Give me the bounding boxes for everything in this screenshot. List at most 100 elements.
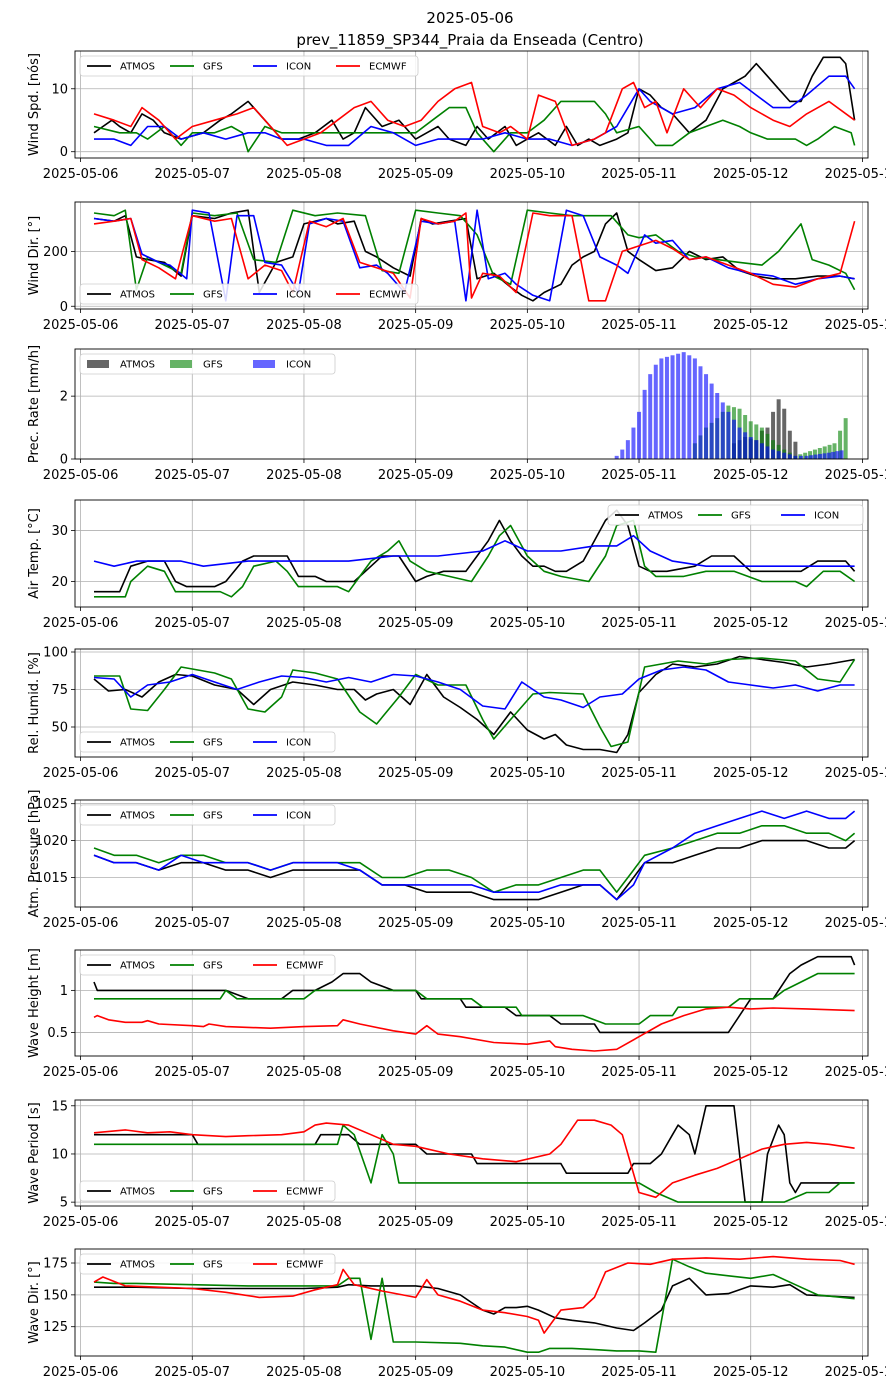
legend-box xyxy=(79,1180,336,1202)
bar-icon xyxy=(793,455,798,459)
x-tick-label: 2025-05-10 xyxy=(490,616,566,631)
bar-icon xyxy=(743,432,748,459)
y-tick-label: 0 xyxy=(60,300,68,315)
bar-icon xyxy=(771,449,776,459)
bar-atmos xyxy=(787,430,792,459)
legend: ATMOS GFS ICON xyxy=(607,504,864,526)
y-axis-label: Wave Period [s] xyxy=(27,1102,42,1203)
x-tick-label: 2025-05-09 xyxy=(378,167,454,182)
bar-icon xyxy=(831,451,836,459)
series-line-gfs xyxy=(93,1258,855,1353)
y-tick-label: 5 xyxy=(60,1196,68,1211)
legend: ATMOS GFS ICON xyxy=(79,731,336,753)
legend-label-gfs: GFS xyxy=(203,811,223,822)
y-axis-label: Wave Dir. [°] xyxy=(27,1261,42,1344)
legend-label-ecmwf: ECMWF xyxy=(369,62,407,73)
panel-8: 2025-05-06 2025-05-07 2025-05-08 2025-05-09… xyxy=(27,1099,886,1230)
x-tick-label: 2025-05-07 xyxy=(154,167,230,182)
legend: ATMOS GFS ICON ECMWF xyxy=(79,55,419,77)
x-tick-label: 2025-05-11 xyxy=(601,1215,677,1230)
legend-label-gfs: GFS xyxy=(203,1187,223,1198)
legend: ATMOS GFS ECMWF xyxy=(79,1253,336,1275)
x-tick-label: 2025-05-13 xyxy=(825,766,886,781)
legend-label-atmos: ATMOS xyxy=(120,961,155,972)
bar-gfs xyxy=(812,449,817,459)
bar-icon xyxy=(692,358,697,459)
y-tick-label: 15 xyxy=(51,1099,68,1114)
x-tick-label: 2025-05-10 xyxy=(490,468,566,483)
bar-icon xyxy=(709,383,714,459)
x-tick-label: 2025-05-13 xyxy=(825,1215,886,1230)
legend-label-icon: ICON xyxy=(286,290,311,301)
x-tick-label: 2025-05-06 xyxy=(43,766,119,781)
series-line-atmos xyxy=(93,209,855,302)
y-tick-label: 100 xyxy=(43,646,68,661)
y-tick-label: 2 xyxy=(60,390,68,405)
legend-label-atmos: ATMOS xyxy=(120,1260,155,1271)
x-tick-label: 2025-05-11 xyxy=(601,1065,677,1080)
x-tick-label: 2025-05-08 xyxy=(266,468,342,483)
bar-icon xyxy=(813,454,818,459)
legend-label-ecmwf: ECMWF xyxy=(369,290,407,301)
x-tick-label: 2025-05-11 xyxy=(601,468,677,483)
x-tick-label: 2025-05-08 xyxy=(266,167,342,182)
y-axis-label: Wind Dir. [°] xyxy=(27,216,42,296)
bar-icon xyxy=(698,366,703,459)
bar-icon xyxy=(676,353,681,459)
legend-label-atmos: ATMOS xyxy=(120,360,155,371)
bar-gfs xyxy=(817,448,822,459)
x-tick-label: 2025-05-13 xyxy=(825,468,886,483)
panel-5: 2025-05-06 2025-05-07 2025-05-08 2025-05-09… xyxy=(27,646,886,782)
y-tick-label: 10 xyxy=(51,82,68,97)
y-tick-label: 1020 xyxy=(35,834,68,849)
x-tick-label: 2025-05-08 xyxy=(266,616,342,631)
legend-label-icon: ICON xyxy=(286,811,311,822)
legend-label-atmos: ATMOS xyxy=(120,290,155,301)
legend-swatch-icon xyxy=(253,360,275,368)
x-tick-label: 2025-05-10 xyxy=(490,1065,566,1080)
bar-gfs xyxy=(822,446,827,459)
x-tick-label: 2025-05-06 xyxy=(43,1065,119,1080)
series-group xyxy=(93,509,856,598)
legend-label-gfs: GFS xyxy=(203,738,223,749)
y-tick-label: 150 xyxy=(43,1288,68,1303)
panel-1: 2025-05-06 2025-05-07 2025-05-08 2025-05-09… xyxy=(27,50,886,182)
legend-label-atmos: ATMOS xyxy=(120,811,155,822)
x-tick-label: 2025-05-09 xyxy=(378,616,454,631)
y-tick-label: 1025 xyxy=(35,797,68,812)
axes-frame xyxy=(74,799,869,908)
panel-9: 2025-05-06 2025-05-07 2025-05-08 2025-05-09… xyxy=(27,1248,886,1380)
bar-icon xyxy=(804,455,809,459)
legend-label-gfs: GFS xyxy=(203,961,223,972)
bar-icon xyxy=(839,450,844,459)
bar-icon xyxy=(817,453,822,459)
x-tick-label: 2025-05-11 xyxy=(601,1365,677,1380)
x-tick-label: 2025-05-10 xyxy=(490,318,566,333)
x-tick-label: 2025-05-09 xyxy=(378,1065,454,1080)
x-tick-label: 2025-05-12 xyxy=(713,1065,789,1080)
legend-label-icon: ICON xyxy=(286,360,311,371)
x-tick-label: 2025-05-12 xyxy=(713,167,789,182)
series-line-icon xyxy=(93,666,855,710)
legend: ATMOS GFS ICON ECMWF xyxy=(79,283,419,305)
series-line-gfs xyxy=(93,209,856,291)
legend-label-ecmwf: ECMWF xyxy=(286,1187,324,1198)
x-tick-label: 2025-05-12 xyxy=(713,1365,789,1380)
x-tick-label: 2025-05-06 xyxy=(43,468,119,483)
y-tick-label: 10 xyxy=(51,1147,68,1162)
bar-icon xyxy=(826,452,831,459)
bar-icon xyxy=(748,437,753,459)
bar-atmos xyxy=(776,399,781,459)
series-group xyxy=(93,810,856,901)
axes-frame xyxy=(74,949,869,1057)
y-axis-label: Atm. Pressure [hPa] xyxy=(27,790,42,918)
series-line-ecmwf xyxy=(93,1255,855,1334)
series-group xyxy=(93,1255,855,1353)
bar-icon xyxy=(720,402,725,459)
y-tick-label: 200 xyxy=(43,245,68,260)
x-tick-label: 2025-05-06 xyxy=(43,167,119,182)
x-tick-label: 2025-05-11 xyxy=(601,916,677,931)
x-tick-label: 2025-05-12 xyxy=(713,318,789,333)
x-tick-label: 2025-05-06 xyxy=(43,616,119,631)
bar-icon xyxy=(754,440,759,459)
